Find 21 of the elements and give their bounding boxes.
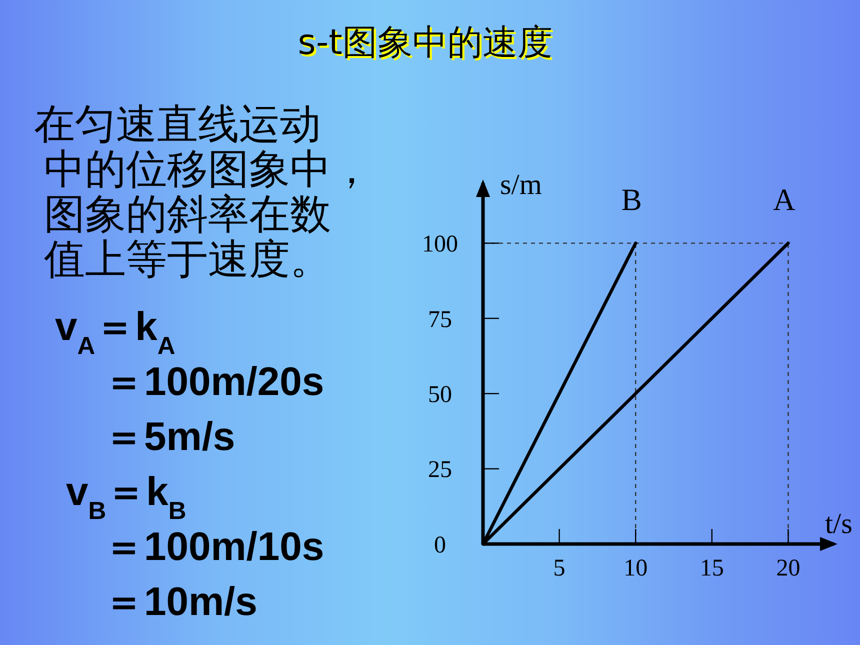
series-label: A	[773, 182, 796, 218]
text: ＝100m/20s	[104, 360, 324, 404]
series-label: B	[621, 182, 642, 218]
x-axis-title: t/s	[825, 508, 852, 540]
chart-title: s-t图象中的速度	[298, 23, 552, 63]
text: ＝10m/s	[104, 580, 258, 624]
text: v$_{B}$＝k$_{B}$	[66, 470, 186, 524]
y-tick-label: 50	[428, 382, 452, 408]
text: v$_{A}$＝k$_{A}$	[55, 305, 176, 360]
x-tick-label: 5	[553, 555, 566, 582]
y-tick-label: 75	[428, 306, 452, 333]
x-tick-label: 15	[700, 555, 724, 582]
y-tick-label: 0	[434, 532, 446, 558]
y-tick-label: 100	[422, 232, 458, 258]
y-tick-label: 25	[428, 457, 452, 484]
text: 在匀速直线运动中的位移图象中，图象的斜率在数值上等于速度。	[34, 100, 372, 283]
x-tick-label: 10	[624, 555, 648, 582]
x-tick-label: 20	[776, 555, 800, 582]
text: ＝5m/s	[104, 415, 236, 459]
text: ＝100m/10s	[104, 525, 324, 569]
y-axis-title: s/m	[500, 169, 542, 201]
